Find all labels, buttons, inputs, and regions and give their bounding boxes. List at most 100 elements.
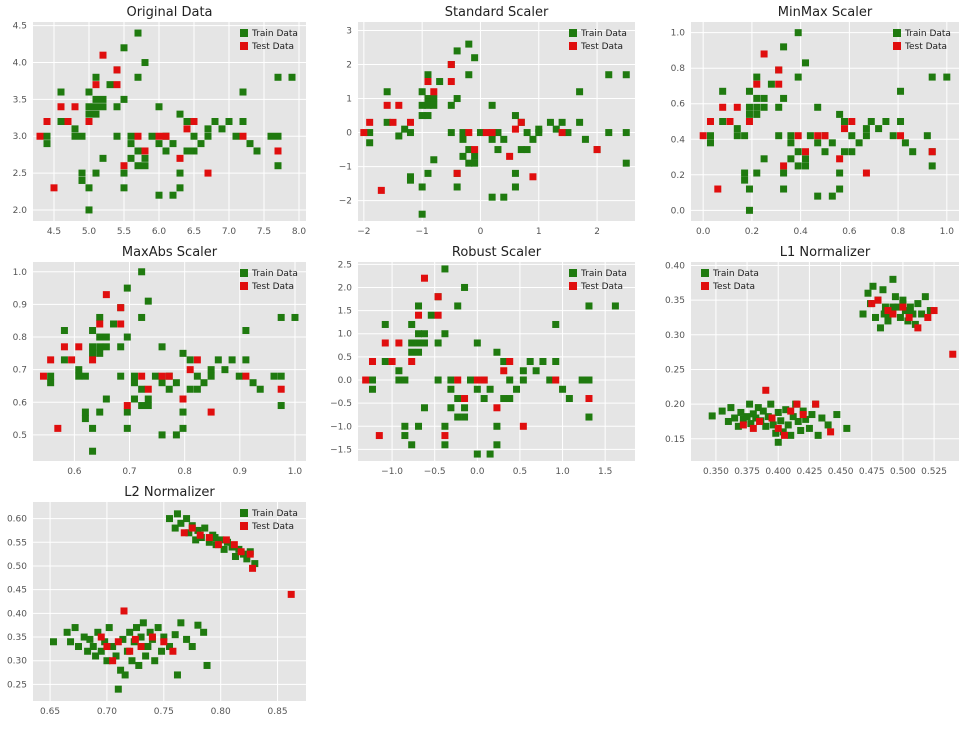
- x-tick-label: 7.5: [257, 227, 271, 237]
- train-point: [144, 643, 152, 651]
- train-point: [760, 94, 768, 102]
- chart-panel: 0.350 0.375 0.400 0.425 0.450 0.475 0.500 0.525…: [665, 245, 959, 477]
- y-tick-label: 0.45: [7, 586, 27, 596]
- legend-train-label: Train Data: [904, 29, 951, 39]
- train-point: [151, 372, 159, 380]
- test-point: [54, 424, 62, 432]
- train-point: [117, 343, 125, 351]
- y-tick-label: 1.0: [13, 268, 28, 278]
- train-point: [96, 333, 104, 341]
- train-point: [787, 139, 795, 147]
- train-point: [75, 372, 83, 380]
- x-tick-label: 0.9: [233, 467, 248, 477]
- train-point: [434, 376, 442, 384]
- y-tick-label: −2: [339, 197, 352, 207]
- train-point: [605, 129, 613, 137]
- y-tick-label: 2: [346, 61, 352, 71]
- train-point: [843, 424, 851, 432]
- train-point: [192, 536, 200, 544]
- train-point: [719, 118, 727, 125]
- test-point: [739, 421, 747, 429]
- train-point: [160, 633, 168, 641]
- train-point: [158, 647, 166, 655]
- train-point: [415, 422, 423, 430]
- train-point: [746, 400, 754, 408]
- train-point: [176, 110, 184, 118]
- test-point: [794, 132, 802, 140]
- train-point: [177, 619, 185, 627]
- test-point: [120, 607, 128, 615]
- train-point: [102, 333, 110, 341]
- train-point: [424, 112, 432, 120]
- train-point: [576, 88, 584, 96]
- train-point: [177, 519, 185, 527]
- train-point: [85, 110, 93, 118]
- chart-panel: 0.0 0.2 0.4 0.6 0.8 1.0 0.0 0.2 0.4 0.6 0.8 1.0 MinM…: [671, 5, 959, 237]
- train-point: [134, 29, 142, 37]
- train-point: [188, 643, 196, 651]
- train-point: [928, 162, 936, 170]
- test-point: [155, 132, 163, 140]
- train-point: [204, 132, 212, 140]
- y-tick-label: 0.20: [665, 400, 685, 410]
- train-point: [249, 379, 257, 387]
- train-point: [169, 140, 177, 148]
- train-point: [454, 302, 462, 310]
- train-point: [889, 303, 897, 311]
- train-point: [102, 395, 110, 403]
- chart-title: L1 Normalizer: [780, 245, 871, 260]
- test-point: [207, 408, 215, 416]
- test-point: [930, 307, 938, 315]
- legend: Train Data Test Data: [569, 269, 627, 292]
- train-point: [81, 415, 89, 423]
- train-point: [165, 385, 173, 393]
- train-point: [217, 536, 225, 544]
- train-point: [99, 103, 107, 111]
- train-point: [879, 286, 887, 294]
- train-point: [141, 162, 149, 170]
- test-point: [745, 118, 753, 125]
- train-point: [183, 515, 191, 523]
- train-point: [459, 152, 467, 160]
- train-point: [406, 173, 414, 181]
- chart-panel: 0.6 0.7 0.8 0.9 1.0 0.5 0.6 0.7 0.8 0.9 1.0 MaxAbs …: [13, 245, 306, 477]
- train-point: [105, 624, 113, 632]
- legend-train-label: Train Data: [251, 509, 298, 519]
- y-tick-label: 1.0: [338, 330, 353, 340]
- train-point: [415, 302, 423, 310]
- train-point: [777, 417, 785, 425]
- train-point: [453, 47, 461, 55]
- train-point: [120, 44, 128, 52]
- train-point: [808, 411, 816, 419]
- test-point: [874, 296, 882, 304]
- train-point: [769, 421, 777, 429]
- test-point: [862, 169, 870, 177]
- train-point: [214, 356, 222, 364]
- test-point: [434, 311, 442, 319]
- train-point: [166, 515, 173, 523]
- test-point: [144, 385, 152, 393]
- train-point: [731, 414, 739, 422]
- test-point: [519, 422, 527, 430]
- test-point: [802, 148, 810, 156]
- point-layer: [36, 29, 296, 214]
- train-point: [127, 140, 135, 148]
- legend: Train Data Test Data: [240, 29, 298, 52]
- train-point: [138, 385, 146, 393]
- legend-train-marker: [701, 269, 709, 277]
- x-tick-label: 0.80: [211, 707, 231, 717]
- train-point: [441, 441, 449, 449]
- test-point: [239, 132, 247, 140]
- test-point: [383, 101, 391, 109]
- y-tick-label: 0.5: [338, 353, 352, 363]
- train-point: [806, 132, 814, 140]
- train-point: [894, 303, 902, 311]
- train-point: [103, 657, 111, 665]
- train-point: [836, 185, 844, 193]
- y-tick-label: 3: [346, 27, 352, 37]
- point-layer: [362, 265, 619, 458]
- train-point: [909, 310, 917, 318]
- train-point: [867, 118, 875, 125]
- test-point: [137, 643, 145, 651]
- train-point: [918, 310, 926, 318]
